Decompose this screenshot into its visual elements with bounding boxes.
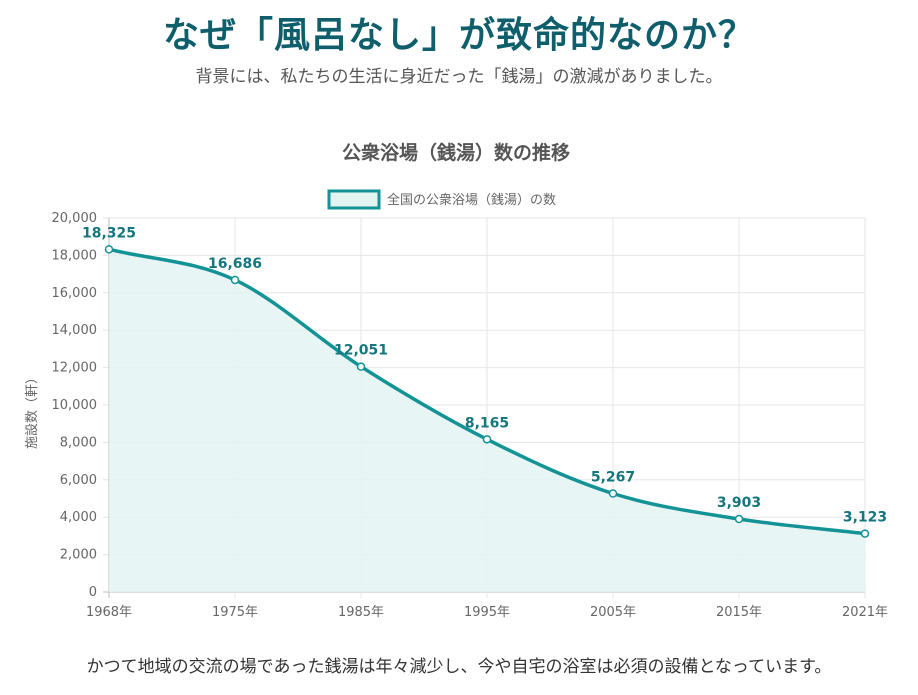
legend-label: 全国の公衆浴場（銭湯）の数: [387, 192, 556, 208]
series: [104, 245, 870, 592]
data-label: 12,051: [334, 343, 388, 359]
bathhouse-count-chart: 公衆浴場（銭湯）数の推移 全国の公衆浴場（銭湯）の数 0 2,000 4,000 6,…: [24, 141, 889, 620]
x-tick-label: 1995年: [464, 605, 510, 620]
page-subtitle: 背景には、私たちの生活に身近だった「銭湯」の激減がありました。: [195, 67, 723, 87]
x-tick-label: 2005年: [590, 605, 636, 620]
y-tick-label: 0: [89, 585, 97, 600]
y-tick-label: 6,000: [60, 473, 97, 488]
y-tick-label: 8,000: [60, 435, 97, 450]
x-tick-label: 1985年: [338, 605, 384, 620]
data-point[interactable]: [734, 514, 744, 524]
data-point[interactable]: [356, 362, 366, 371]
x-tick-label: 1968年: [86, 605, 132, 620]
data-label: 8,165: [465, 415, 509, 431]
x-tick-label: 1975年: [212, 605, 258, 620]
data-point[interactable]: [860, 529, 870, 538]
footer-caption: かつて地域の交流の場であった銭湯は年々減少し、今や自宅の浴室は必須の設備となって…: [86, 657, 832, 677]
y-tick-label: 18,000: [52, 248, 98, 263]
y-tick-label: 2,000: [60, 548, 97, 563]
y-tick-label: 20,000: [52, 211, 98, 226]
data-label: 18,325: [82, 225, 136, 241]
y-tick-label: 4,000: [60, 510, 97, 525]
chart-title: 公衆浴場（銭湯）数の推移: [342, 141, 570, 164]
y-axis-label: 施設数（軒）: [24, 371, 40, 449]
y-tick-label: 10,000: [52, 398, 98, 413]
series-area: [109, 249, 865, 592]
chart-container: 公衆浴場（銭湯）数の推移 全国の公衆浴場（銭湯）の数 0 2,000 4,000 6,…: [0, 130, 918, 635]
data-label: 3,903: [717, 495, 761, 511]
data-point[interactable]: [608, 489, 618, 498]
data-point[interactable]: [482, 435, 492, 444]
data-point[interactable]: [104, 245, 114, 254]
legend-swatch: [327, 189, 381, 210]
y-tick-label: 12,000: [52, 361, 98, 376]
data-point[interactable]: [230, 275, 240, 285]
legend[interactable]: 全国の公衆浴場（銭湯）の数: [327, 189, 556, 210]
data-label: 3,123: [843, 510, 887, 526]
page-title: なぜ「風呂なし」が致命的なのか？: [162, 15, 755, 56]
x-tick-label: 2021年: [842, 605, 888, 620]
data-labels: 18,325 16,686 12,051 8,165 5,267 3,903 3,123: [82, 225, 887, 525]
data-label: 16,686: [208, 256, 262, 272]
data-label: 5,267: [591, 470, 635, 486]
y-tick-label: 16,000: [52, 286, 98, 301]
axes: 02,0004,0006,0008,00010,00012,00014,0001…: [52, 211, 889, 620]
x-tick-label: 2015年: [716, 605, 762, 620]
y-tick-label: 14,000: [52, 323, 98, 338]
